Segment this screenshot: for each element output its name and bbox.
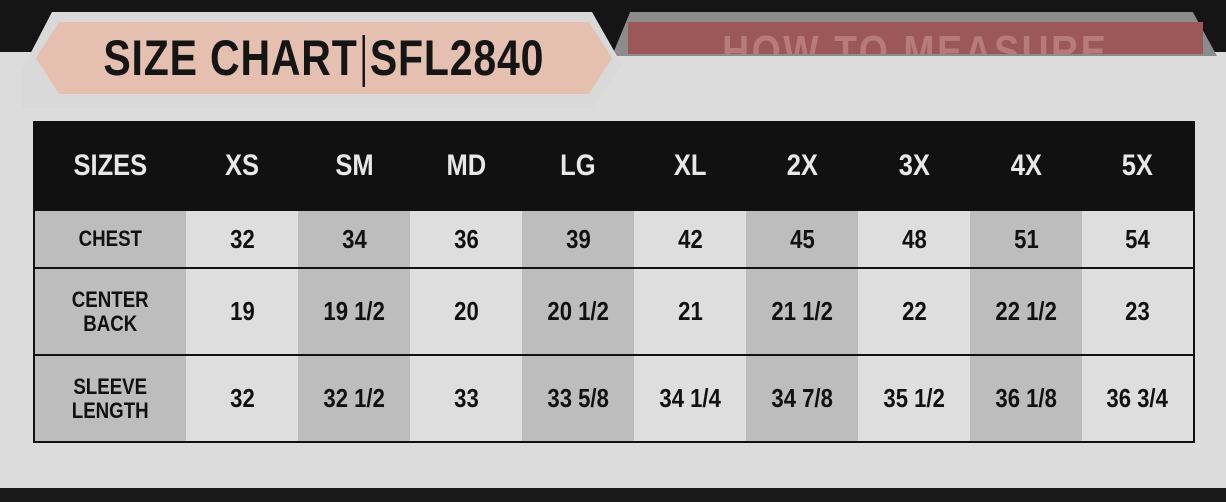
table-cell: 21 xyxy=(634,267,746,356)
cell-value: 32 xyxy=(229,223,255,254)
cell-value: 36 xyxy=(453,223,479,254)
table-cell: 35 1/2 xyxy=(858,354,970,442)
table-cell: 20 xyxy=(410,267,522,356)
cell-value: 45 xyxy=(789,223,815,254)
table-cell: 51 xyxy=(970,208,1082,269)
cell-value: 19 1/2 xyxy=(323,296,385,327)
table-cell: 36 1/8 xyxy=(970,354,1082,442)
table-cell: 19 xyxy=(186,267,298,356)
table-cell: 42 xyxy=(634,208,746,269)
cell-value: 34 1/4 xyxy=(659,383,721,414)
header-label: XS xyxy=(224,149,260,182)
header-size-4x: 4X xyxy=(970,122,1082,210)
cell-value: 39 xyxy=(565,223,591,254)
table-cell: 23 xyxy=(1082,267,1194,356)
title-right: SFL2840 xyxy=(370,29,545,86)
table-cell: 33 xyxy=(410,354,522,442)
table-cell: 33 5/8 xyxy=(522,354,634,442)
header-label: XL xyxy=(673,149,707,182)
row-label-line: BACK xyxy=(83,310,138,336)
table-cell: 21 1/2 xyxy=(746,267,858,356)
row-label-line: LENGTH xyxy=(72,397,149,423)
cell-value: 35 1/2 xyxy=(883,383,945,414)
table-cell: 34 7/8 xyxy=(746,354,858,442)
row-label-line: CENTER xyxy=(72,286,149,312)
cell-value: 21 xyxy=(677,296,703,327)
header-label: 5X xyxy=(1121,149,1154,182)
header-label: MD xyxy=(446,149,486,182)
header-label: 3X xyxy=(898,149,930,182)
cell-value: 32 xyxy=(229,383,255,414)
header-label: SM xyxy=(334,149,374,182)
table-cell: 22 1/2 xyxy=(970,267,1082,356)
cell-value: 48 xyxy=(901,223,927,254)
header-size-xl: XL xyxy=(634,122,746,210)
row-label: CENTER BACK xyxy=(34,267,186,356)
table-cell: 34 1/4 xyxy=(634,354,746,442)
header-label: SIZES xyxy=(73,149,148,182)
table-cell: 36 3/4 xyxy=(1082,354,1194,442)
row-label-line: SLEEVE xyxy=(73,373,148,399)
table-cell: 20 1/2 xyxy=(522,267,634,356)
table-cell: 39 xyxy=(522,208,634,269)
table-cell: 22 xyxy=(858,267,970,356)
cell-value: 34 7/8 xyxy=(771,383,833,414)
how-to-measure-tab[interactable]: HOW TO MEASURE xyxy=(628,22,1203,54)
table-cell: 45 xyxy=(746,208,858,269)
table-cell: 54 xyxy=(1082,208,1194,269)
table-cell: 32 xyxy=(186,208,298,269)
table-cell: 36 xyxy=(410,208,522,269)
cell-value: 32 1/2 xyxy=(323,383,385,414)
cell-value: 20 xyxy=(453,296,479,327)
row-label: CHEST xyxy=(34,208,186,269)
header-sizes: SIZES xyxy=(34,122,186,210)
table-cell: 48 xyxy=(858,208,970,269)
header-label: 4X xyxy=(1010,149,1042,182)
size-table: SIZES XS SM MD LG XL 2X 3X 4X 5X CHEST 32 34 36 39 42 4… xyxy=(33,121,1195,443)
table-cell: 32 xyxy=(186,354,298,442)
how-to-measure-label: HOW TO MEASURE xyxy=(722,27,1109,54)
title-divider xyxy=(362,35,366,88)
title-left: SIZE CHART xyxy=(103,29,358,86)
cell-value: 20 1/2 xyxy=(547,296,609,327)
table-cell: 19 1/2 xyxy=(298,267,410,356)
table-row: CHEST 32 34 36 39 42 45 48 51 54 xyxy=(34,208,1194,269)
page-title: SIZE CHART SFL2840 xyxy=(104,29,545,88)
header-size-2x: 2X xyxy=(746,122,858,210)
cell-value: 51 xyxy=(1013,223,1039,254)
cell-value: 22 xyxy=(901,296,927,327)
header-size-lg: LG xyxy=(522,122,634,210)
header-label: LG xyxy=(560,149,596,182)
header-size-3x: 3X xyxy=(858,122,970,210)
size-chart-tab[interactable]: SIZE CHART SFL2840 xyxy=(36,22,612,94)
cell-value: 33 xyxy=(453,383,479,414)
table-cell: 32 1/2 xyxy=(298,354,410,442)
header-size-5x: 5X xyxy=(1082,122,1194,210)
cell-value: 54 xyxy=(1125,223,1150,254)
table-cell: 34 xyxy=(298,208,410,269)
header-size-sm: SM xyxy=(298,122,410,210)
cell-value: 36 3/4 xyxy=(1106,383,1169,414)
cell-value: 34 xyxy=(341,223,367,254)
cell-value: 21 1/2 xyxy=(771,296,833,327)
header-label: 2X xyxy=(786,149,818,182)
row-label-line: CHEST xyxy=(78,226,143,252)
cell-value: 33 5/8 xyxy=(547,383,609,414)
cell-value: 23 xyxy=(1125,296,1150,327)
header-size-md: MD xyxy=(410,122,522,210)
table-row: CENTER BACK 19 19 1/2 20 20 1/2 21 21 1/2 22 22 1… xyxy=(34,267,1194,356)
row-label: SLEEVE LENGTH xyxy=(34,354,186,442)
cell-value: 19 xyxy=(229,296,255,327)
cell-value: 42 xyxy=(677,223,703,254)
cell-value: 22 1/2 xyxy=(995,296,1057,327)
header-size-xs: XS xyxy=(186,122,298,210)
header-row: SIZES XS SM MD LG XL 2X 3X 4X 5X xyxy=(34,122,1194,210)
table-row: SLEEVE LENGTH 32 32 1/2 33 33 5/8 34 1/4 34 7/8… xyxy=(34,354,1194,442)
bottom-bar xyxy=(0,488,1226,502)
cell-value: 36 1/8 xyxy=(995,383,1057,414)
